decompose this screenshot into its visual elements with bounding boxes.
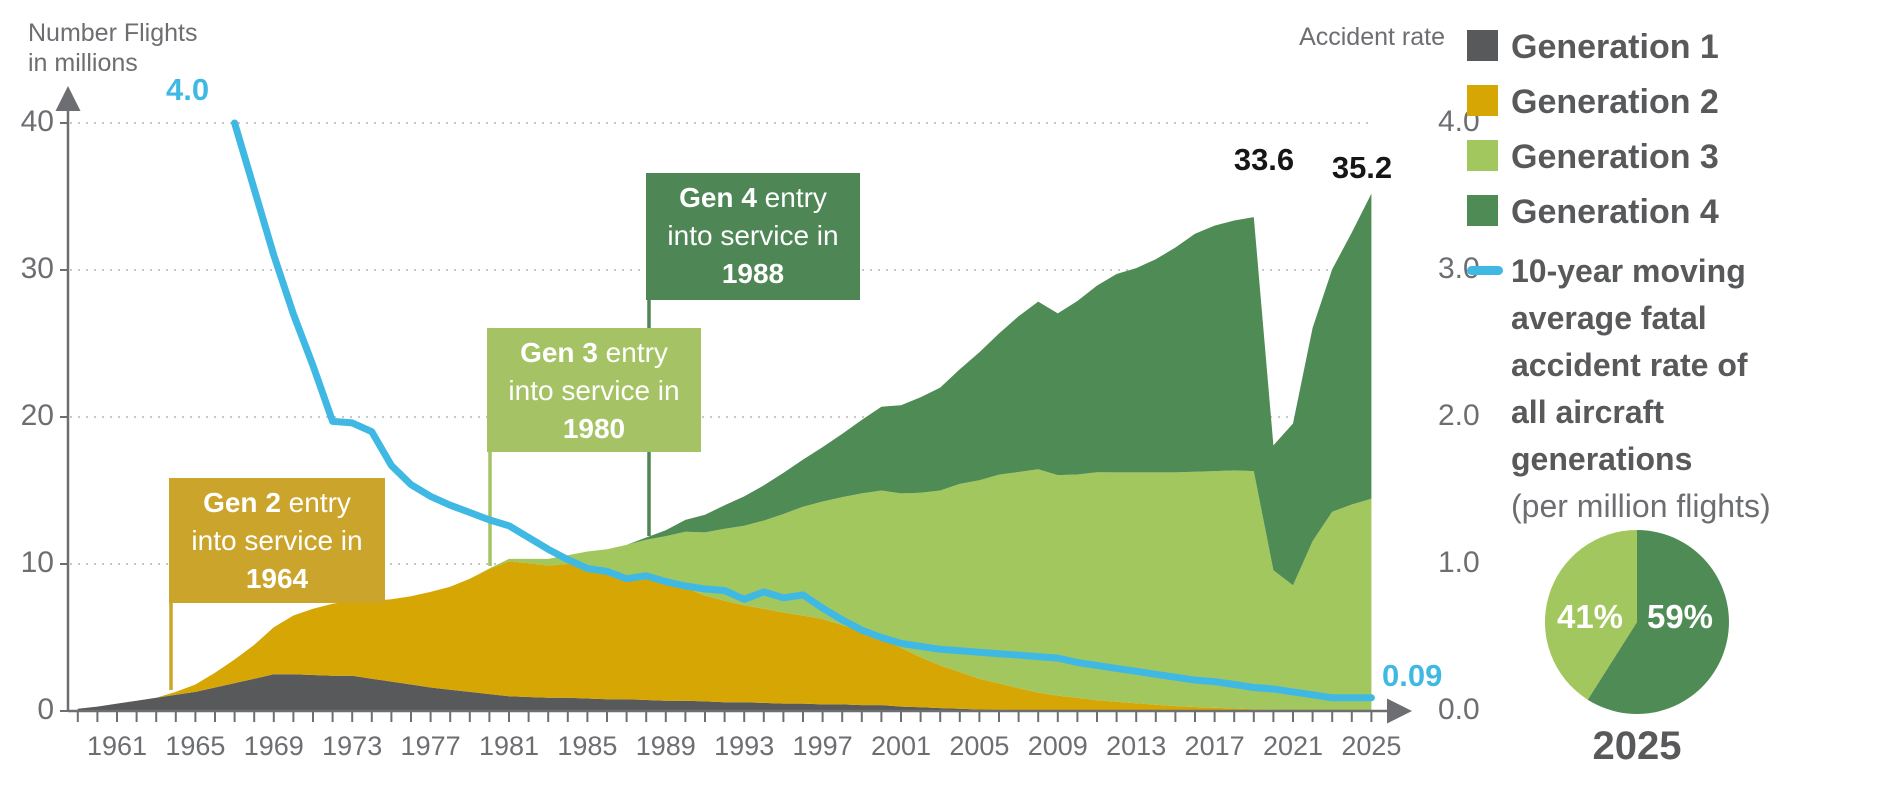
moving-average-rate-line — [231, 119, 1375, 702]
pie-year-caption: 2025 — [1592, 724, 1682, 768]
moving-average-line-swatch — [1467, 266, 1503, 275]
left-axis-tick-label: 30 — [20, 252, 54, 285]
x-axis-tick-label: 1993 — [714, 731, 775, 761]
flights-2025-peak-label: 35.2 — [1331, 150, 1393, 185]
legend-swatch-generation-2 — [1467, 85, 1498, 116]
x-axis-tick-label: 2021 — [1262, 731, 1324, 761]
moving-average-unit: (per million flights) — [1511, 488, 1771, 524]
rate-start-value-label: 4.0 — [166, 72, 210, 107]
right-axis-tick-label: 0.0 — [1438, 693, 1480, 726]
annotation-line1: Gen 4 entry — [679, 182, 827, 213]
legend-label: Generation 3 — [1511, 138, 1719, 176]
annotation-line2: into service in — [508, 375, 680, 406]
x-axis-tick-label: 1985 — [557, 731, 618, 761]
left-axis-title: Number Flights in millions — [28, 19, 198, 77]
rate-end-value-label: 0.09 — [1382, 658, 1443, 693]
x-axis-tick-label: 2009 — [1027, 731, 1088, 761]
generation-share-pie-chart — [1544, 530, 1729, 714]
x-axis-tick-label: 1973 — [322, 731, 383, 761]
area-generation-2 — [77, 561, 1372, 711]
legend-label: Generation 2 — [1511, 83, 1719, 121]
annotation-line2: into service in — [667, 220, 839, 251]
x-axis-tick-label: 1997 — [792, 731, 853, 761]
annotation-line1: Gen 3 entry — [520, 337, 668, 368]
moving-average-label: 10-year moving average fatal accident ra… — [1511, 253, 1748, 477]
right-axis-tick-label: 1.0 — [1438, 546, 1480, 579]
moving-average-legend-text: 10-year moving average fatal accident ra… — [1511, 248, 1771, 530]
x-axis-tick-label: 1965 — [165, 731, 226, 761]
x-axis-tick-label: 1981 — [478, 731, 540, 761]
left-axis-tick-label: 20 — [20, 399, 54, 432]
annotation-gen2-entry: Gen 2 entry into service in 1964 — [169, 478, 385, 603]
x-axis-tick-label: 2005 — [949, 731, 1010, 761]
pie-slice-gen3-percent: 41% — [1556, 598, 1624, 635]
flights-2019-peak-label: 33.6 — [1233, 142, 1295, 177]
x-axis-tick-label: 1989 — [635, 731, 696, 761]
annotation-line1: Gen 2 entry — [203, 487, 351, 518]
x-axis-tick-label: 1961 — [86, 731, 148, 761]
legend-swatch-generation-3 — [1467, 140, 1498, 171]
left-axis-tick-label: 40 — [20, 105, 54, 138]
x-axis-tick-label: 2001 — [870, 731, 932, 761]
x-axis-tick-label: 1969 — [243, 731, 304, 761]
legend-label: Generation 4 — [1511, 193, 1719, 231]
annotation-year: 1980 — [562, 413, 626, 444]
pie-slice-59% — [1587, 530, 1729, 714]
pie-slice-41% — [1544, 530, 1637, 700]
x-axis-tick-label: 2025 — [1341, 731, 1402, 761]
right-axis-tick-label: 2.0 — [1438, 399, 1480, 432]
left-axis-tick-label: 0 — [37, 693, 54, 726]
annotation-gen3-entry: Gen 3 entry into service in 1980 — [487, 328, 701, 452]
x-axis-tick-label: 2013 — [1106, 731, 1167, 761]
annotation-line2: into service in — [191, 525, 363, 556]
area-generation-1 — [77, 674, 1372, 711]
left-axis-tick-label: 10 — [20, 546, 54, 579]
area-generation-4 — [77, 193, 1372, 709]
pie-slice-gen4-percent: 59% — [1646, 598, 1714, 635]
annotation-gen4-entry: Gen 4 entry into service in 1988 — [646, 173, 860, 300]
legend-swatch-generation-1 — [1467, 30, 1498, 61]
x-axis-tick-label: 1977 — [400, 731, 461, 761]
x-axis-tick-label: 2017 — [1184, 731, 1245, 761]
annotation-year: 1964 — [245, 563, 309, 594]
right-axis-title: Accident rate — [1299, 23, 1445, 51]
annotation-year: 1988 — [721, 258, 785, 289]
legend-swatch-generation-4 — [1467, 195, 1498, 226]
legend-label: Generation 1 — [1511, 28, 1719, 66]
